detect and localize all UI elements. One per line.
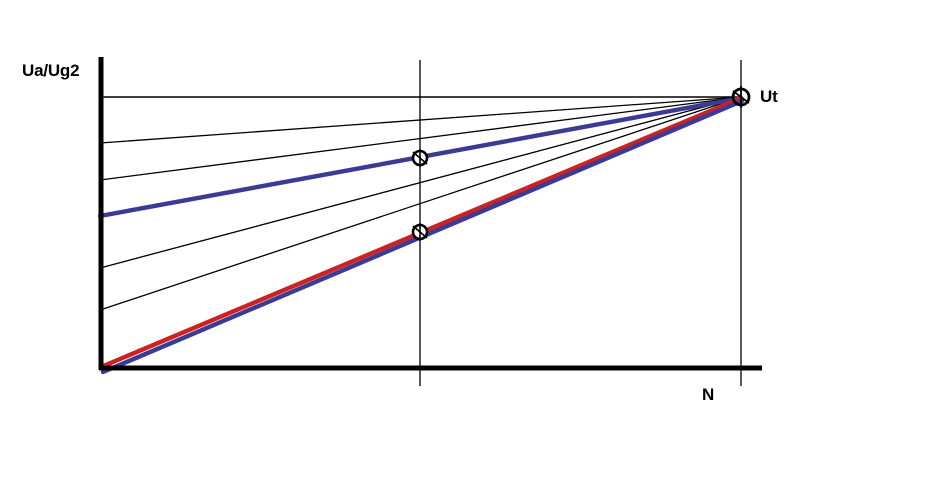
axes-group: [98, 57, 762, 371]
y-axis-label: Ua/Ug2: [22, 61, 80, 80]
marker-lower-intersection: [411, 223, 429, 241]
marker-upper-intersection: [411, 149, 429, 167]
x-axis-label: N: [702, 385, 715, 404]
ut-point-label: Ut: [760, 87, 778, 106]
marker-ut: [731, 86, 751, 108]
markers-group: [411, 86, 751, 241]
